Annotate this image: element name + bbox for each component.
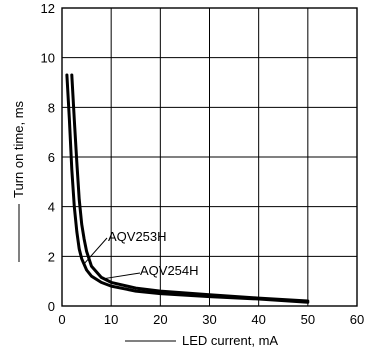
y-tick-label: 10 bbox=[41, 51, 55, 66]
x-tick-label: 50 bbox=[301, 312, 315, 327]
x-tick-label: 40 bbox=[251, 312, 265, 327]
x-tick-label: 30 bbox=[202, 312, 216, 327]
grid-layer bbox=[62, 8, 357, 306]
x-tick-label: 0 bbox=[58, 312, 65, 327]
x-axis-label: LED current, mA bbox=[182, 333, 278, 348]
y-tick-label: 0 bbox=[48, 299, 55, 314]
series-leader-line bbox=[83, 237, 108, 265]
series-line-aqv253h bbox=[65, 73, 310, 304]
y-axis-label: Turn on time, ms bbox=[11, 100, 26, 198]
y-tick-label: 2 bbox=[48, 249, 55, 264]
tick-labels: 0 10 20 30 40 50 60 0 2 4 6 8 10 12 bbox=[41, 1, 365, 327]
series-layer bbox=[65, 73, 310, 304]
x-tick-label: 20 bbox=[153, 312, 167, 327]
series-labels: AQV253H AQV254H bbox=[83, 229, 199, 280]
series-line-aqv254h bbox=[70, 73, 310, 303]
x-tick-label: 60 bbox=[350, 312, 364, 327]
series-label-aqv253h: AQV253H bbox=[108, 229, 167, 244]
x-tick-label: 10 bbox=[104, 312, 118, 327]
y-tick-label: 8 bbox=[48, 100, 55, 115]
series-leader-line bbox=[103, 272, 141, 280]
y-tick-label: 12 bbox=[41, 1, 55, 16]
plot-frame bbox=[61, 7, 358, 307]
y-tick-label: 4 bbox=[48, 200, 55, 215]
series-label-aqv254h: AQV254H bbox=[140, 263, 199, 278]
y-tick-label: 6 bbox=[48, 150, 55, 165]
